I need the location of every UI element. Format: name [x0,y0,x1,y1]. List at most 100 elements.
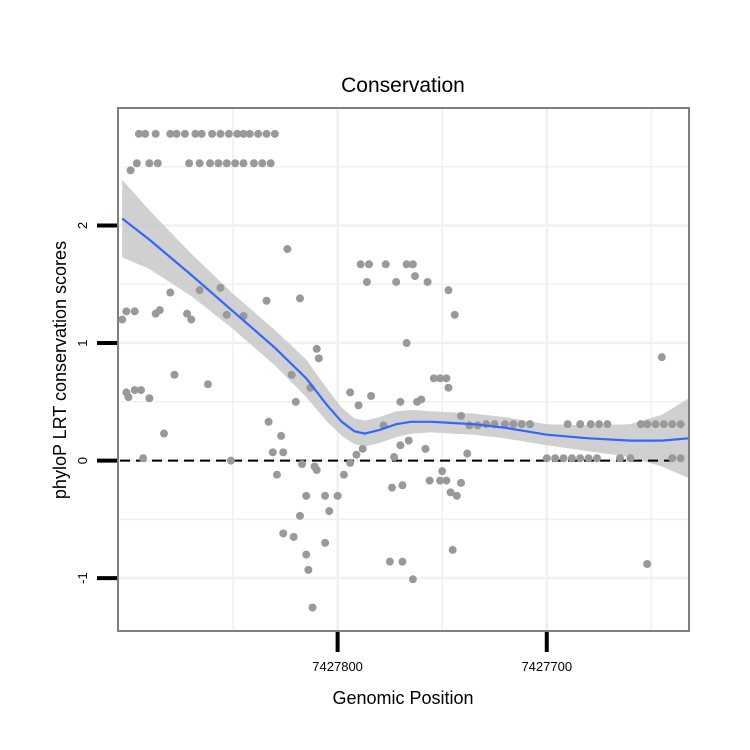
data-point [302,491,311,500]
smooth-trend-line [121,217,690,442]
data-point [576,420,585,429]
data-point [457,411,466,420]
data-point [346,458,355,467]
data-point [352,450,361,459]
y-axis: -1 0 1 2 [75,222,117,584]
data-point [208,129,217,138]
plot-panel-border [117,107,690,632]
data-point [567,454,576,463]
data-point [226,456,235,465]
data-point [500,420,509,429]
data-point [118,315,127,324]
data-point [287,370,296,379]
data-point [258,159,267,168]
data-point [166,129,175,138]
data-point [387,483,396,492]
data-point [333,491,342,500]
data-point [402,339,411,348]
data-point [239,129,248,138]
chart-title: Conservation [341,74,465,97]
data-point [381,260,390,269]
data-point [277,431,286,440]
data-point [130,307,139,316]
data-point [206,159,215,168]
data-point [254,129,263,138]
data-point [302,550,311,559]
data-point [626,454,635,463]
data-point [636,420,645,429]
data-point [222,159,231,168]
data-point [262,296,271,305]
data-point [279,529,288,538]
data-point [308,603,317,612]
data-point [436,476,445,485]
data-point [429,374,438,383]
data-point [615,454,624,463]
data-point [141,129,150,138]
data-point [145,159,154,168]
data-point [222,310,231,319]
data-point [509,420,518,429]
data-point [452,491,461,500]
data-points [118,129,685,612]
data-point [465,421,474,430]
data-point [643,420,652,429]
data-point [402,260,411,269]
data-point [321,538,330,547]
data-point [584,454,593,463]
data-point [172,129,181,138]
data-point [442,374,451,383]
data-point [423,277,432,286]
data-point [137,386,146,395]
data-point [312,344,321,353]
data-point [444,383,453,392]
data-point [203,380,212,389]
data-point [214,159,223,168]
data-point [155,306,164,315]
data-point [145,394,154,403]
plot-panel-background [118,108,689,631]
data-point [559,454,568,463]
data-point [421,444,430,453]
y-tick-label: 1 [75,339,90,346]
data-point [563,420,572,429]
data-point [151,129,160,138]
confidence-ribbon [122,179,689,479]
data-point [195,159,204,168]
data-point [603,420,612,429]
data-point [396,397,405,406]
data-point [231,159,240,168]
data-point [233,129,242,138]
data-point [362,277,371,286]
data-point [239,159,248,168]
data-point [446,488,455,497]
confidence-ribbon-layer [122,179,689,479]
y-tick-label: 2 [75,222,90,229]
data-point [122,307,131,316]
data-point [398,481,407,490]
data-point [289,532,298,541]
data-point [126,166,135,175]
data-point [367,391,376,400]
data-point [364,260,373,269]
data-point [183,309,192,318]
data-point [396,441,405,450]
data-point [283,245,292,254]
x-tick-label: 7427700 [521,659,572,674]
data-point [595,420,604,429]
data-point [180,129,189,138]
data-point [132,159,141,168]
x-tick-label: 7427800 [312,659,363,674]
data-point [526,420,535,429]
data-point [170,370,179,379]
data-point [216,129,225,138]
data-point [224,129,233,138]
data-point [408,260,417,269]
data-point [444,286,453,295]
data-point [130,386,139,395]
data-point [304,565,313,574]
data-point [425,476,434,485]
data-point [398,557,407,566]
data-point [436,374,445,383]
